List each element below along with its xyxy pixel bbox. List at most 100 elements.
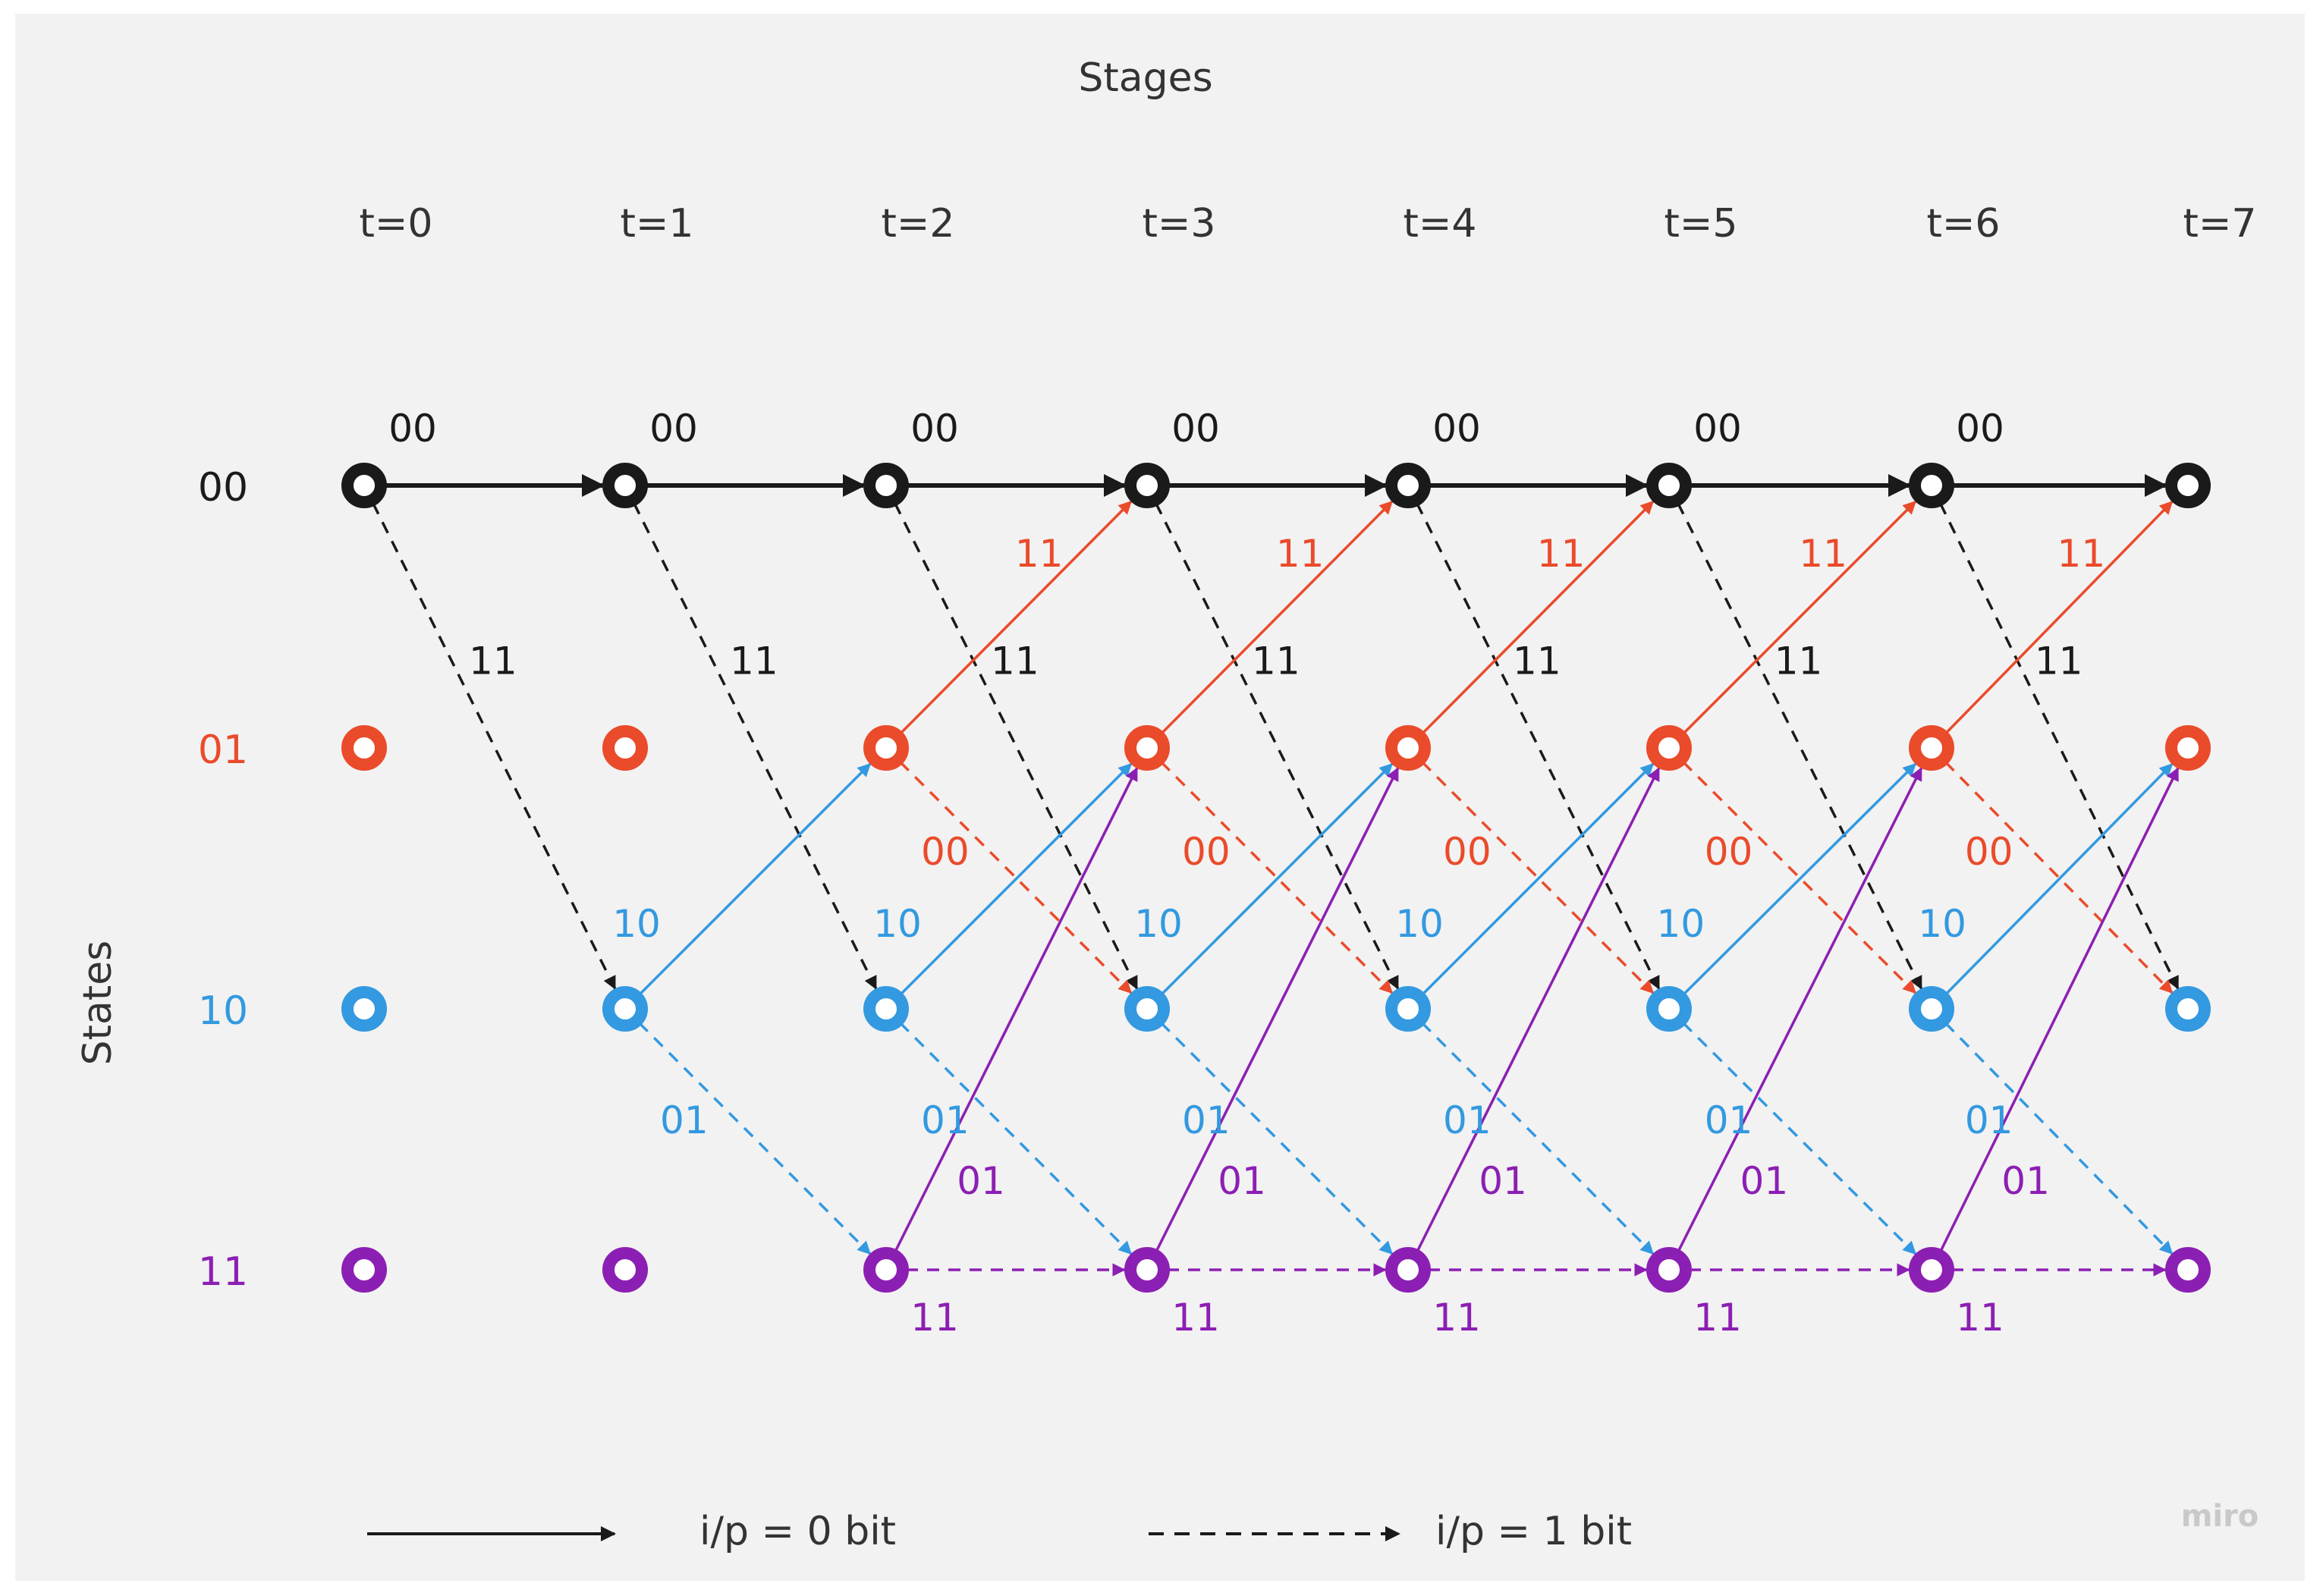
edge-label-00-to-10-t0: 11 — [469, 639, 517, 683]
edge-label-01-to-00-t2: 11 — [1015, 532, 1064, 576]
edge-00-to-10-t5 — [1677, 502, 1923, 990]
node-10-t3 — [1124, 986, 1170, 1032]
state-label-01: 01 — [198, 727, 248, 773]
stage-label-6: t=6 — [1926, 201, 2000, 247]
edge-00-to-10-t3 — [1155, 502, 1400, 990]
edge-01-to-00-t5 — [1682, 500, 1917, 735]
edge-label-11-to-11-t2: 11 — [910, 1296, 959, 1340]
stage-label-3: t=3 — [1142, 201, 1215, 247]
edge-label-00-to-00-t6: 00 — [1956, 407, 2004, 451]
edge-10-to-11-t1 — [638, 1022, 872, 1255]
edge-label-01-to-10-t5: 00 — [1705, 830, 1753, 874]
edge-11-to-01-t3 — [1155, 767, 1400, 1253]
edge-label-10-to-11-t2: 01 — [921, 1098, 970, 1142]
edge-label-01-to-00-t5: 11 — [1799, 532, 1847, 576]
edge-label-00-to-00-t3: 00 — [1171, 407, 1220, 451]
state-label-10: 10 — [198, 988, 248, 1034]
legend-solid-label: i/p = 0 bit — [699, 1509, 896, 1554]
node-01-t7 — [2165, 725, 2211, 771]
node-11-t7 — [2165, 1247, 2211, 1293]
node-01-t2 — [863, 725, 909, 771]
stage-label-0: t=0 — [359, 201, 432, 247]
stage-label-4: t=4 — [1403, 201, 1476, 247]
edge-label-00-to-00-t5: 00 — [1693, 407, 1742, 451]
edge-label-10-to-01-t4: 10 — [1395, 902, 1444, 946]
edge-label-00-to-00-t1: 00 — [649, 407, 698, 451]
edge-label-00-to-10-t5: 11 — [1774, 639, 1823, 683]
edge-label-10-to-01-t6: 10 — [1918, 902, 1966, 946]
edge-label-11-to-11-t3: 11 — [1171, 1296, 1220, 1340]
node-10-t5 — [1646, 986, 1692, 1032]
node-10-t6 — [1909, 986, 1954, 1032]
node-00-t5 — [1646, 463, 1692, 508]
node-11-t5 — [1646, 1247, 1692, 1293]
miro-watermark: miro — [2181, 1499, 2259, 1534]
edge-label-01-to-10-t4: 00 — [1443, 830, 1492, 874]
node-10-t0 — [341, 986, 387, 1032]
edge-label-01-to-10-t2: 00 — [921, 830, 970, 874]
edge-10-to-11-t5 — [1682, 1022, 1916, 1255]
node-10-t2 — [863, 986, 909, 1032]
edge-label-11-to-01-t3: 01 — [1218, 1159, 1266, 1203]
node-10-t4 — [1385, 986, 1431, 1032]
edge-10-to-11-t3 — [1160, 1022, 1394, 1255]
edge-label-10-to-11-t5: 01 — [1705, 1098, 1753, 1142]
node-11-t1 — [602, 1247, 648, 1293]
edge-10-to-01-t4 — [1421, 762, 1655, 996]
node-00-t7 — [2165, 463, 2211, 508]
edge-label-11-to-11-t4: 11 — [1432, 1296, 1481, 1340]
node-11-t4 — [1385, 1247, 1431, 1293]
edge-label-01-to-00-t6: 11 — [2057, 532, 2106, 576]
edge-label-10-to-01-t1: 10 — [612, 902, 661, 946]
node-00-t2 — [863, 463, 909, 508]
node-10-t7 — [2165, 986, 2211, 1032]
edge-label-11-to-01-t2: 01 — [957, 1159, 1005, 1203]
y-axis-label: States — [75, 941, 121, 1066]
edge-10-to-11-t4 — [1421, 1022, 1655, 1255]
edge-11-to-01-t5 — [1677, 767, 1923, 1253]
edge-10-to-01-t2 — [899, 762, 1133, 996]
edge-01-to-00-t4 — [1421, 501, 1655, 735]
diagram-title: Stages — [1078, 55, 1212, 101]
trellis-nodes — [341, 463, 2211, 1293]
edge-00-to-10-t2 — [894, 502, 1139, 990]
node-01-t1 — [602, 725, 648, 771]
edge-label-10-to-11-t1: 01 — [660, 1098, 709, 1142]
edge-label-10-to-01-t3: 10 — [1134, 902, 1183, 946]
edge-01-to-00-t2 — [899, 501, 1133, 735]
edge-11-to-01-t4 — [1416, 767, 1661, 1253]
node-00-t1 — [602, 463, 648, 508]
edge-01-to-10-t5 — [1682, 761, 1916, 994]
edge-label-01-to-00-t4: 11 — [1537, 532, 1586, 576]
state-label-11: 11 — [198, 1249, 248, 1295]
edge-00-to-10-t6 — [1938, 502, 2180, 990]
node-01-t5 — [1646, 725, 1692, 771]
edge-10-to-01-t1 — [638, 762, 872, 996]
edge-label-11-to-11-t5: 11 — [1693, 1296, 1742, 1340]
edge-label-11-to-11-t6: 11 — [1956, 1296, 2004, 1340]
edge-label-01-to-10-t6: 00 — [1965, 830, 2013, 874]
stage-label-5: t=5 — [1664, 201, 1737, 247]
state-label-00: 00 — [198, 465, 248, 511]
edge-10-to-11-t6 — [1944, 1022, 2174, 1255]
stage-labels: t=0 t=1 t=2 t=3 t=4 t=5 t=6 t=7 — [359, 201, 2256, 247]
node-11-t3 — [1124, 1247, 1170, 1293]
edge-label-10-to-01-t2: 10 — [873, 902, 922, 946]
edge-01-to-10-t2 — [899, 761, 1133, 994]
edge-label-11-to-01-t6: 01 — [2001, 1159, 2050, 1203]
node-00-t0 — [341, 463, 387, 508]
edge-label-10-to-11-t3: 01 — [1182, 1098, 1231, 1142]
stage-label-7: t=7 — [2183, 201, 2256, 247]
edge-01-to-00-t3 — [1160, 501, 1394, 735]
edge-01-to-10-t4 — [1421, 761, 1655, 994]
node-10-t1 — [602, 986, 648, 1032]
node-11-t2 — [863, 1247, 909, 1293]
edge-label-01-to-10-t3: 00 — [1182, 830, 1231, 874]
edge-label-11-to-01-t4: 01 — [1479, 1159, 1527, 1203]
edge-label-00-to-00-t0: 00 — [388, 407, 437, 451]
state-labels: 00 01 10 11 — [198, 465, 248, 1295]
edge-11-to-01-t6 — [1938, 767, 2180, 1253]
stage-label-2: t=2 — [881, 201, 954, 247]
edge-label-00-to-10-t4: 11 — [1513, 639, 1561, 683]
edge-10-to-01-t5 — [1682, 762, 1916, 996]
